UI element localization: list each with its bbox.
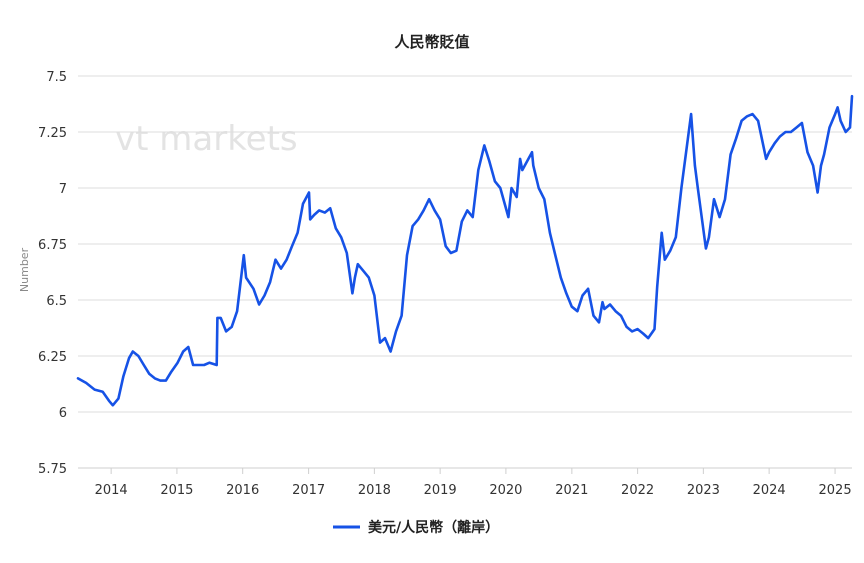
x-tick-label: 2019 — [424, 483, 457, 498]
y-tick-label: 7 — [59, 182, 67, 197]
y-tick-label: 6.25 — [38, 350, 67, 365]
y-tick-label: 6 — [59, 406, 67, 421]
watermark-logo: vt markets — [115, 119, 298, 159]
series-line-usd-cnh — [76, 94, 854, 407]
gridlines — [78, 75, 852, 469]
x-axis-ticks: 2014 2015 2016 2017 2018 2019 2020 2021 2022 2023… — [95, 468, 852, 498]
x-tick-label: 2014 — [95, 483, 128, 498]
x-tick-label: 2020 — [489, 483, 522, 498]
x-tick-label: 2021 — [555, 483, 588, 498]
x-tick-label: 2024 — [753, 483, 786, 498]
x-tick-label: 2017 — [292, 483, 325, 498]
y-tick-label: 6.75 — [38, 238, 67, 253]
legend-label: 美元/人民幣（離岸） — [368, 519, 499, 536]
y-axis-label: Number — [18, 247, 31, 292]
y-tick-label: 6.5 — [46, 294, 67, 309]
chart-title: 人民幣貶值 — [394, 33, 469, 51]
x-tick-label: 2018 — [358, 483, 391, 498]
x-tick-label: 2022 — [621, 483, 654, 498]
x-tick-label: 2015 — [160, 483, 193, 498]
x-tick-label: 2023 — [687, 483, 720, 498]
y-tick-label: 7.25 — [38, 126, 67, 141]
x-tick-label: 2025 — [819, 483, 852, 498]
y-tick-label: 7.5 — [46, 70, 67, 85]
y-tick-label: 5.75 — [38, 462, 67, 477]
legend: 美元/人民幣（離岸） — [333, 519, 499, 536]
y-axis-ticks: 7.5 7.25 7 6.75 6.5 6.25 6 5.75 — [38, 70, 67, 477]
x-tick-label: 2016 — [226, 483, 259, 498]
